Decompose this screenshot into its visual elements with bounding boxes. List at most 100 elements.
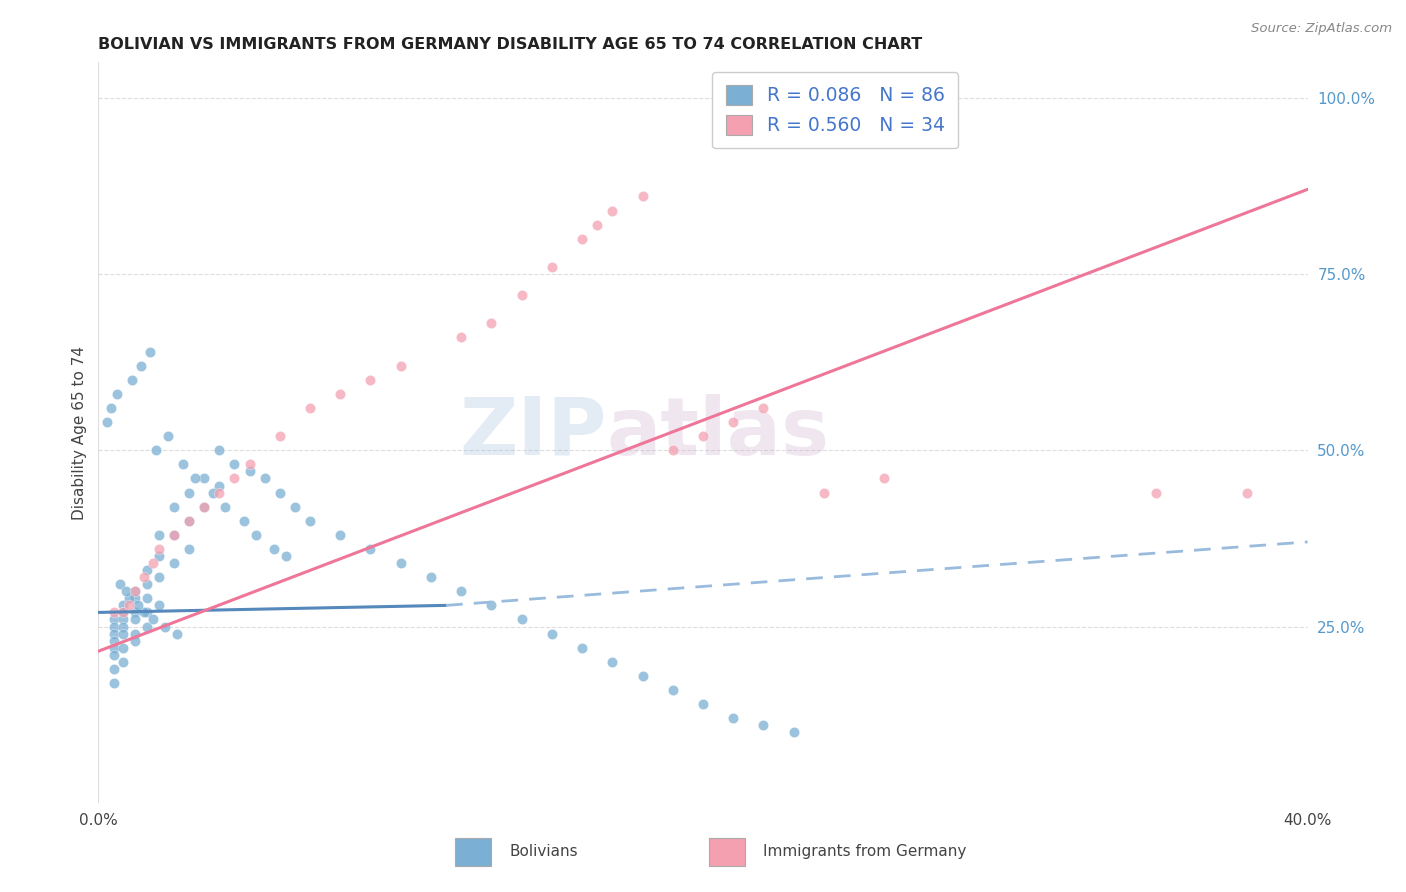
Text: Source: ZipAtlas.com: Source: ZipAtlas.com [1251, 22, 1392, 36]
Point [156, 429, 179, 443]
Text: ZIP: ZIP [458, 393, 606, 472]
Point [481, 599, 503, 613]
Point [103, 633, 125, 648]
Point [124, 591, 146, 606]
Point [193, 471, 215, 485]
Point [148, 528, 170, 542]
Point [631, 669, 654, 683]
Point [813, 485, 835, 500]
Point [263, 541, 285, 556]
Point [1144, 485, 1167, 500]
Point [103, 606, 125, 620]
Point [299, 514, 322, 528]
Point [208, 478, 231, 492]
Point [389, 556, 412, 570]
Point [179, 514, 201, 528]
Point [389, 359, 412, 373]
Text: Bolivians: Bolivians [509, 844, 578, 859]
Point [179, 541, 201, 556]
Point [148, 570, 170, 584]
Point [661, 443, 683, 458]
Point [132, 606, 155, 620]
Point [139, 344, 162, 359]
Point [571, 232, 593, 246]
Point [208, 443, 231, 458]
Point [163, 556, 186, 570]
Point [602, 203, 624, 218]
Point [239, 458, 262, 472]
Point [163, 528, 186, 542]
Point [103, 619, 125, 633]
Point [111, 599, 134, 613]
Point [571, 640, 593, 655]
Point [329, 387, 352, 401]
Point [208, 485, 231, 500]
Point [692, 697, 714, 711]
Point [163, 500, 186, 514]
Point [245, 528, 267, 542]
FancyBboxPatch shape [709, 838, 745, 866]
Point [232, 514, 254, 528]
Point [111, 612, 134, 626]
Point [148, 549, 170, 563]
Point [114, 584, 136, 599]
Point [153, 619, 176, 633]
Point [692, 429, 714, 443]
Point [752, 718, 775, 732]
Point [274, 549, 297, 563]
Point [124, 612, 146, 626]
Point [360, 373, 382, 387]
Point [135, 591, 157, 606]
Text: BOLIVIAN VS IMMIGRANTS FROM GERMANY DISABILITY AGE 65 TO 74 CORRELATION CHART: BOLIVIAN VS IMMIGRANTS FROM GERMANY DISA… [98, 37, 922, 52]
Point [284, 500, 307, 514]
Point [723, 711, 745, 725]
Text: atlas: atlas [606, 393, 830, 472]
Point [121, 373, 143, 387]
Point [752, 401, 775, 415]
Point [103, 626, 125, 640]
Point [124, 606, 146, 620]
Point [450, 584, 472, 599]
Point [202, 485, 225, 500]
Point [100, 401, 122, 415]
Point [540, 260, 562, 274]
Point [96, 415, 118, 429]
Point [108, 577, 131, 591]
Point [360, 541, 382, 556]
Point [111, 626, 134, 640]
FancyBboxPatch shape [456, 838, 492, 866]
Point [163, 528, 186, 542]
Point [142, 556, 165, 570]
Point [179, 485, 201, 500]
Point [148, 599, 170, 613]
Point [124, 584, 146, 599]
Point [103, 640, 125, 655]
Point [118, 599, 141, 613]
Point [723, 415, 745, 429]
Point [184, 471, 207, 485]
Point [103, 662, 125, 676]
Point [1236, 485, 1258, 500]
Point [783, 725, 806, 739]
Point [602, 655, 624, 669]
Point [481, 316, 503, 330]
Point [111, 606, 134, 620]
Point [132, 570, 155, 584]
Point [269, 429, 291, 443]
Text: Immigrants from Germany: Immigrants from Germany [763, 844, 967, 859]
Point [239, 464, 262, 478]
Point [193, 500, 215, 514]
Point [586, 218, 609, 232]
Point [450, 330, 472, 344]
Point [329, 528, 352, 542]
Point [105, 387, 128, 401]
Point [124, 626, 146, 640]
Point [224, 458, 246, 472]
Point [111, 606, 134, 620]
Point [420, 570, 443, 584]
Point [142, 612, 165, 626]
Point [135, 606, 157, 620]
Point [193, 500, 215, 514]
Point [135, 563, 157, 577]
Point [129, 359, 152, 373]
